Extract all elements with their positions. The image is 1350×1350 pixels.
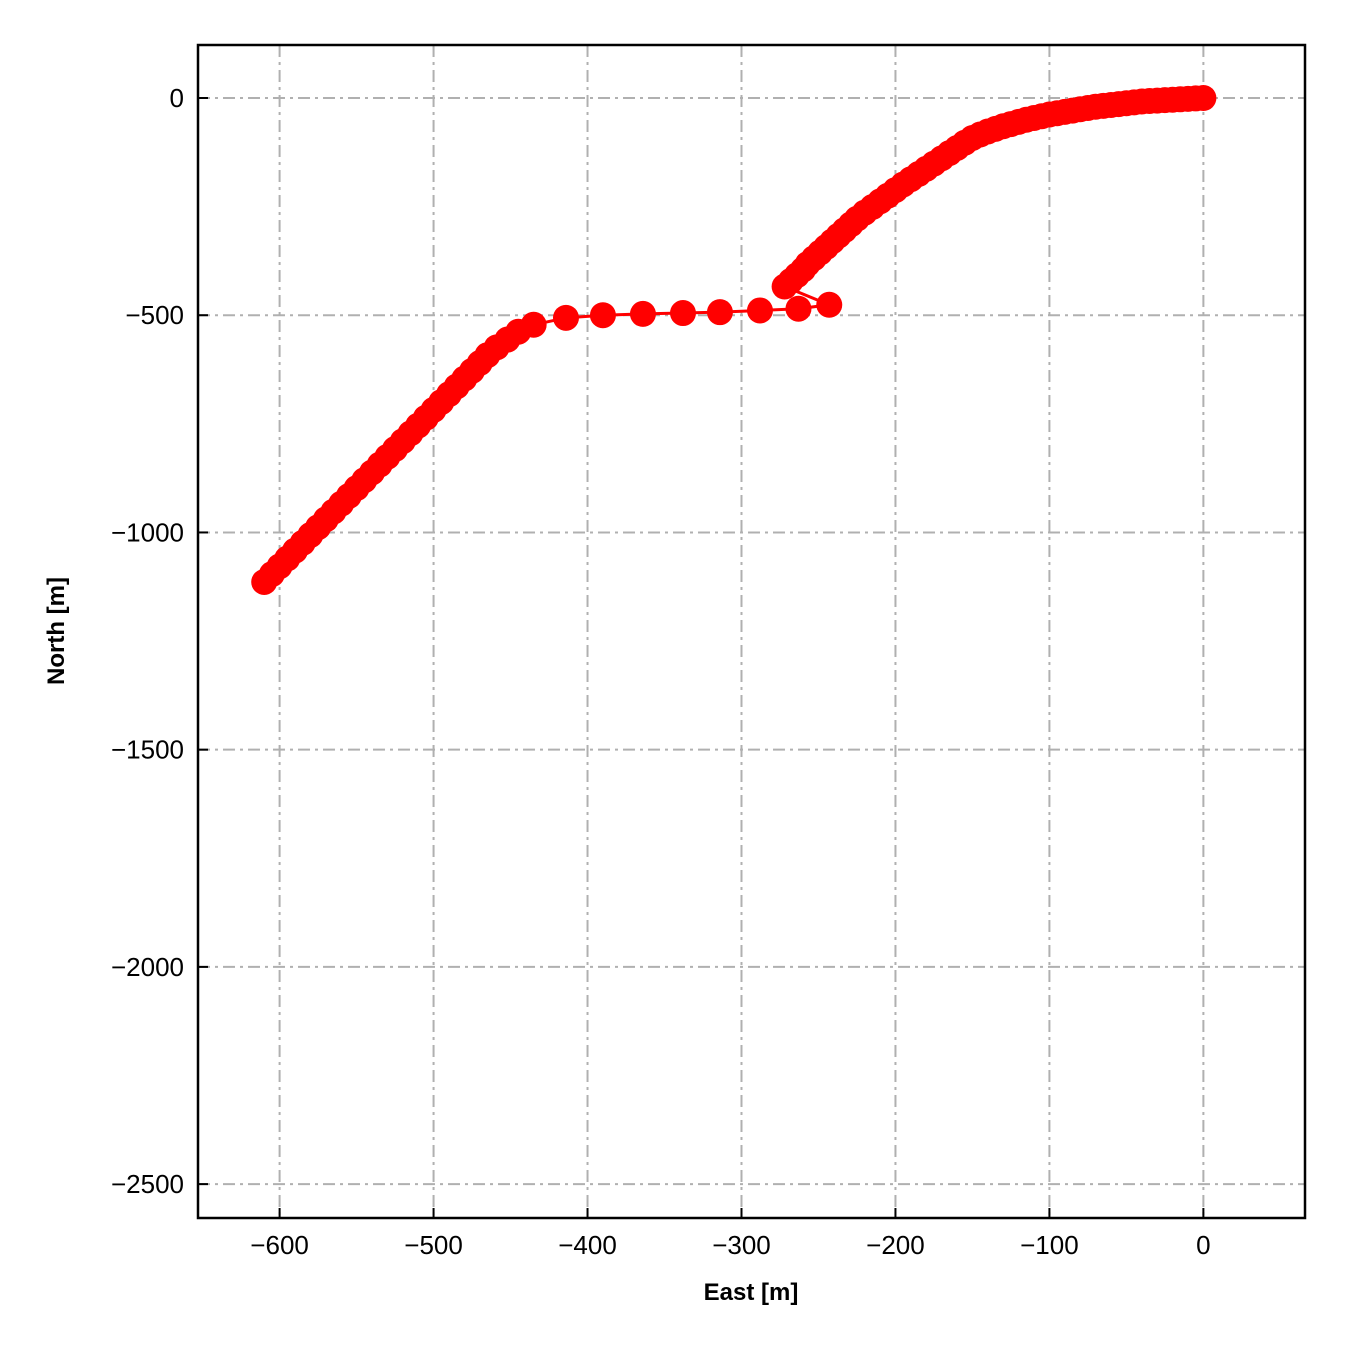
data-point	[771, 273, 798, 300]
y-tick-label: −500	[125, 300, 184, 330]
plot-frame	[196, 43, 1307, 1220]
y-tick-label: 0	[170, 83, 184, 113]
data-point	[669, 300, 696, 327]
data-point	[552, 304, 579, 331]
data-point	[785, 295, 812, 322]
y-tick-label: −1500	[111, 735, 184, 765]
y-tick-label: −2000	[111, 952, 184, 982]
y-axis-label: North [m]	[43, 577, 70, 685]
grid-layer	[198, 45, 1305, 1218]
data-point	[629, 300, 656, 327]
x-tick-label: −100	[1020, 1230, 1079, 1260]
x-axis-label: East [m]	[704, 1279, 799, 1306]
x-tick-label: −400	[558, 1230, 617, 1260]
data-point	[746, 297, 773, 324]
y-tick-label: −1000	[111, 517, 184, 547]
y-tick-label: −2500	[111, 1169, 184, 1199]
tick-layer: −600 −500 −400 −300 −200 −100 00−500−1000−1500…	[111, 83, 1211, 1260]
x-tick-label: −500	[404, 1230, 463, 1260]
series-line	[263, 96, 1204, 584]
x-tick-label: −200	[866, 1230, 925, 1260]
data-point	[251, 568, 278, 595]
x-tick-label: −600	[250, 1230, 309, 1260]
x-tick-label: 0	[1196, 1230, 1210, 1260]
x-tick-label: −300	[712, 1230, 771, 1260]
data-point	[589, 302, 616, 329]
series-layer	[251, 85, 1217, 595]
data-point	[816, 291, 843, 318]
data-point	[706, 299, 733, 326]
